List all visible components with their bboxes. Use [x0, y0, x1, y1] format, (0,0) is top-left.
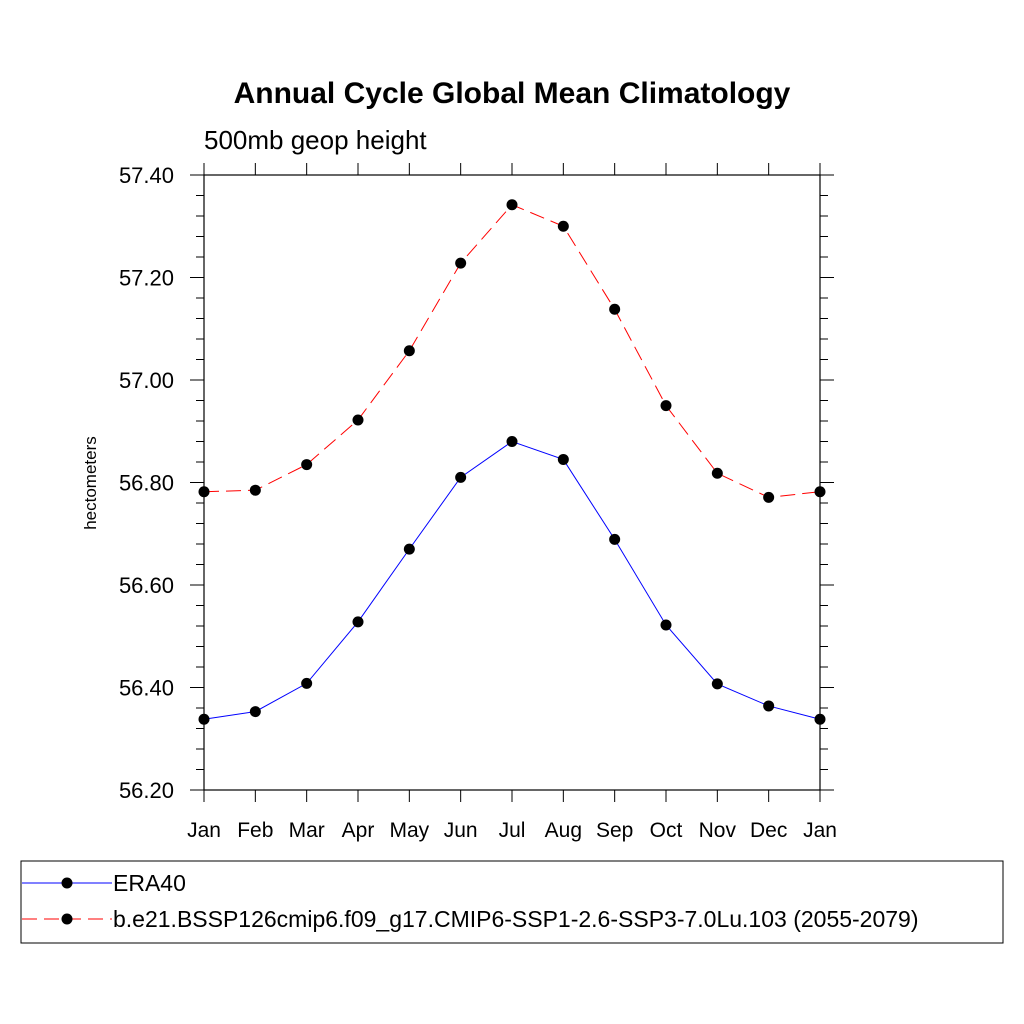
series-point-0: [711, 678, 723, 690]
y-tick-label: 57.00: [119, 368, 174, 393]
legend-box: [20, 860, 1004, 944]
x-tick-label: Aug: [545, 819, 582, 842]
series-point-0: [455, 471, 467, 483]
x-tick-label: Oct: [650, 819, 683, 842]
series-point-1: [557, 220, 569, 232]
x-tick-label: Jan: [803, 819, 837, 842]
series-point-0: [403, 543, 415, 555]
y-tick-label: 56.20: [119, 778, 174, 803]
series-point-1: [249, 484, 261, 496]
x-tick-label: Feb: [237, 819, 273, 842]
series-point-1: [403, 345, 415, 357]
series-point-0: [609, 533, 621, 545]
series-point-1: [660, 400, 672, 412]
series-0: [198, 436, 826, 725]
y-tick-label: 56.40: [119, 676, 174, 701]
legend-marker-era40: [61, 877, 73, 889]
series-point-1: [301, 459, 313, 471]
x-tick-label: Jun: [444, 819, 478, 842]
x-tick-label: Mar: [289, 819, 325, 842]
series-line-0: [203, 440, 821, 720]
x-tick-label: Dec: [750, 819, 787, 842]
y-tick-label: 56.60: [119, 573, 174, 598]
y-axis-label: hectometers: [81, 436, 100, 530]
y-tick-label: 57.20: [119, 266, 174, 291]
series-1: [198, 199, 826, 503]
series-point-1: [609, 303, 621, 315]
y-tick-labels: 56.20 56.40 56.60 56.80 57.00 57.20 57.40: [119, 163, 174, 803]
series-point-0: [249, 706, 261, 718]
series-point-0: [301, 677, 313, 689]
series-point-1: [763, 491, 775, 503]
x-tick-label: May: [389, 819, 429, 842]
data-series: [198, 199, 826, 725]
chart-title: Annual Cycle Global Mean Climatology: [234, 77, 791, 110]
legend-label-model: b.e21.BSSP126cmip6.f09_g17.CMIP6-SSP1-2.…: [113, 906, 919, 932]
series-point-0: [506, 436, 518, 447]
chart-subtitle: 500mb geop height: [204, 125, 427, 155]
series-point-0: [763, 700, 775, 712]
series-line-1: [203, 204, 821, 498]
legend-marker-model: [61, 913, 73, 925]
legend-label-era40: ERA40: [113, 870, 186, 896]
x-tick-label: Jan: [187, 819, 221, 842]
y-tick-label: 56.80: [119, 471, 174, 496]
x-tick-label: Nov: [699, 819, 737, 842]
y-tick-label: 57.40: [119, 163, 174, 188]
series-point-0: [557, 453, 569, 465]
series-point-1: [506, 199, 518, 211]
legend: ERA40 b.e21.BSSP126cmip6.f09_g17.CMIP6-S…: [20, 860, 1004, 944]
x-tick-labels: Jan Feb Mar Apr May Jun Jul Aug Sep Oct Nov Dec Jan: [187, 819, 837, 842]
x-tick-label: Jul: [499, 819, 526, 842]
series-point-1: [711, 467, 723, 479]
series-point-0: [352, 616, 364, 628]
series-point-1: [352, 414, 364, 426]
x-tick-label: Sep: [596, 819, 633, 842]
series-point-1: [455, 257, 467, 269]
x-tick-label: Apr: [342, 819, 375, 842]
series-point-0: [660, 619, 672, 631]
axis-ticks: [190, 163, 834, 802]
plot-frame: [203, 174, 821, 791]
